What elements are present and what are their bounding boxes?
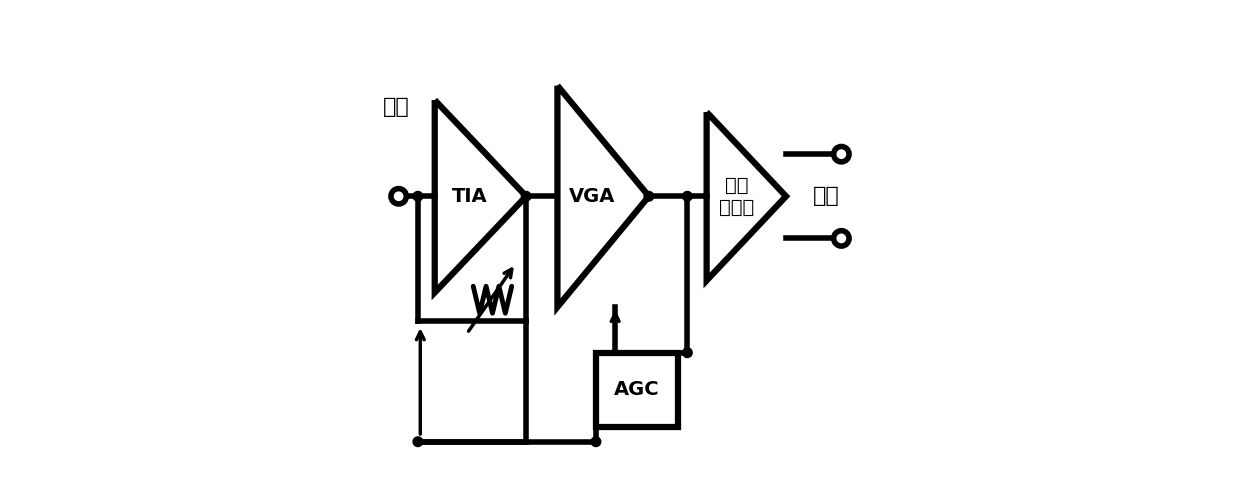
Circle shape [413,437,423,447]
Circle shape [833,147,849,162]
Circle shape [682,348,692,358]
Circle shape [833,231,849,246]
Text: VGA: VGA [569,187,615,206]
Text: TIA: TIA [451,187,487,206]
Circle shape [413,192,423,201]
Circle shape [644,192,653,201]
Circle shape [591,437,600,447]
Circle shape [521,192,531,201]
Text: AGC: AGC [614,380,660,399]
Bar [596,353,678,427]
Circle shape [682,192,692,201]
Text: 输出: 输出 [812,186,839,206]
Circle shape [391,189,407,204]
Text: 输入: 输入 [383,97,409,117]
Text: 输出
缓冲器: 输出 缓冲器 [719,176,754,217]
